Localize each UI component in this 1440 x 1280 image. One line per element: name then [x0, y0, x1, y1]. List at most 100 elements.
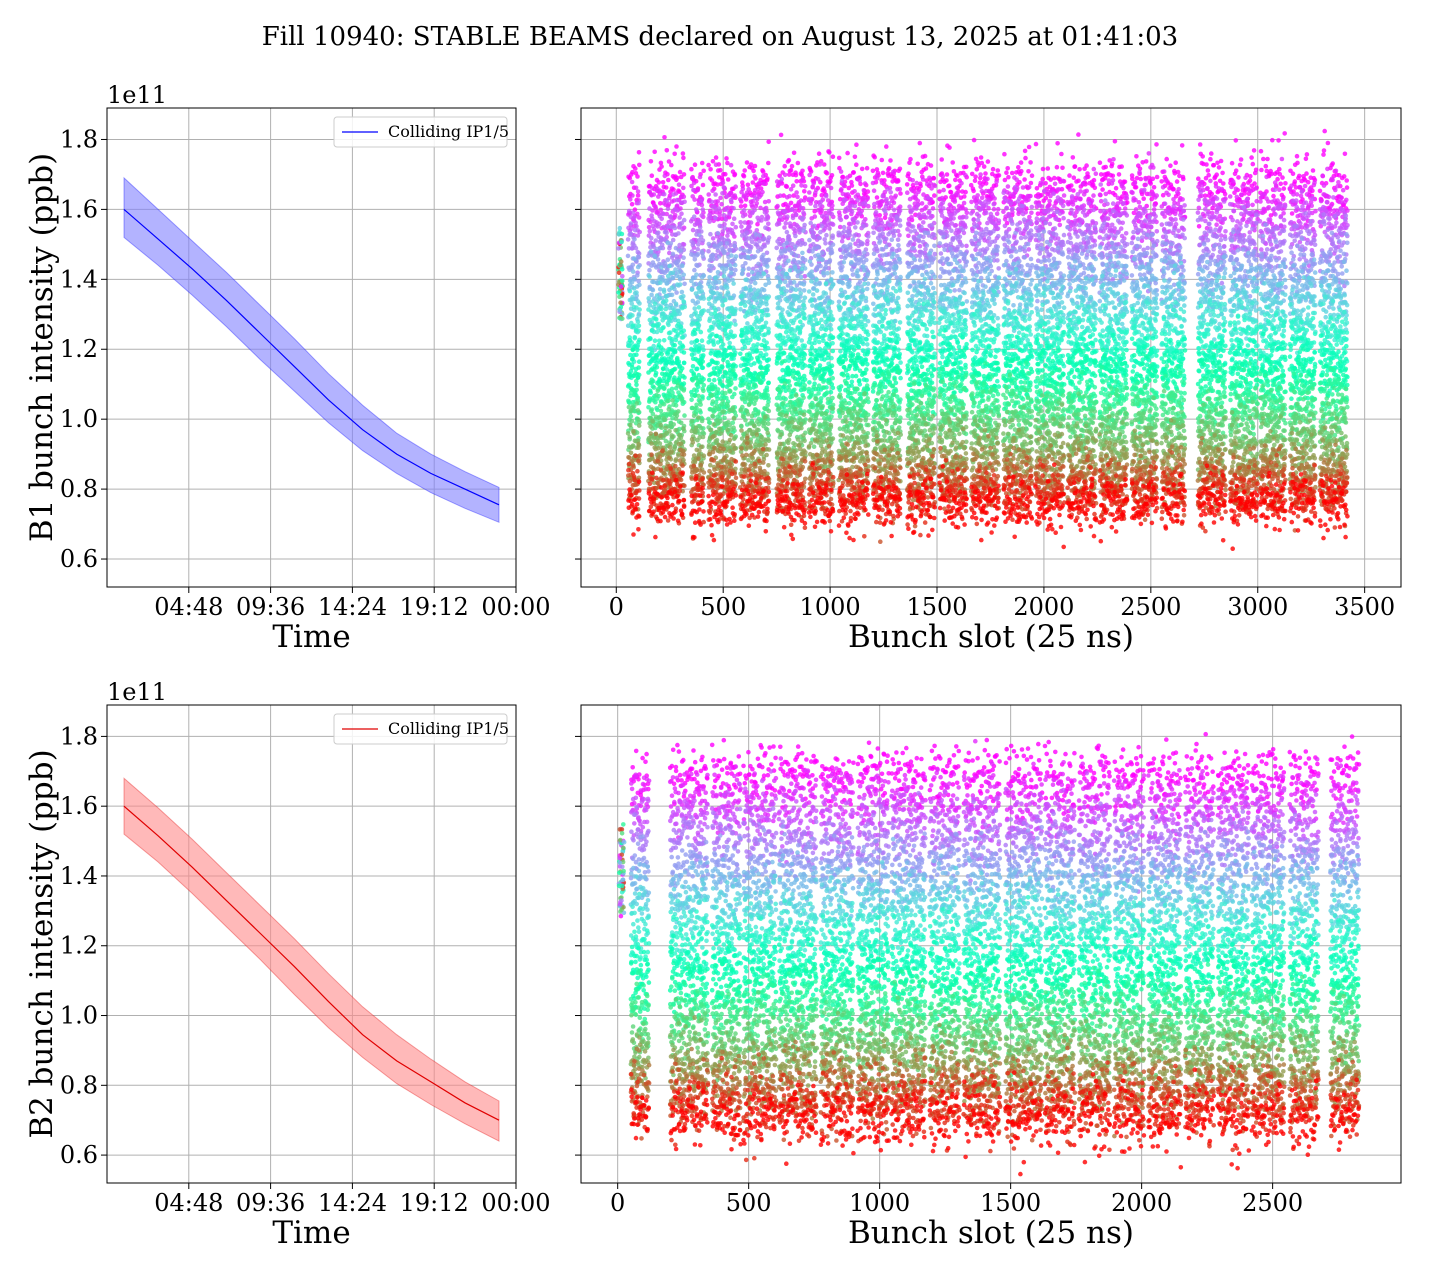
bunch-point [827, 150, 832, 155]
bunch-point [725, 177, 731, 182]
bunch-point [661, 289, 667, 295]
bunch-point [656, 180, 662, 185]
bunch-point [730, 505, 735, 511]
bunch-point [738, 204, 744, 209]
bunch-point [627, 479, 633, 484]
bunch-point [747, 224, 752, 229]
legend: Colliding IP1/5 [333, 116, 509, 148]
bunch-point [790, 419, 795, 425]
bunch-point [792, 518, 797, 523]
bunch-point [681, 497, 687, 503]
bunch-point [752, 163, 758, 169]
bunch-point [821, 371, 827, 377]
bunch-point [701, 388, 706, 394]
bunch-point [694, 272, 699, 278]
legend-frame [333, 116, 508, 148]
bunch-point [697, 408, 703, 413]
bunch-point [675, 493, 680, 499]
bunch-point [816, 334, 822, 340]
bunch-point [652, 301, 658, 307]
bunch-point [673, 509, 678, 514]
bunch-point [661, 366, 666, 372]
bunch-point [732, 446, 737, 452]
bunch-point [785, 214, 790, 219]
bunch-point [763, 225, 768, 230]
bunch-point [718, 508, 723, 514]
bunch-point [632, 256, 637, 261]
bunch-point [824, 170, 830, 176]
bunch-point [741, 462, 746, 468]
bunch-point [748, 220, 754, 225]
bunch-point [743, 261, 748, 266]
bunch-point [650, 418, 655, 424]
bunch-point [815, 438, 820, 443]
bunch-point [739, 293, 744, 299]
bunch-point [701, 453, 707, 459]
bunch-point [781, 286, 786, 291]
bunch-point [726, 314, 732, 320]
bunch-point [626, 461, 632, 467]
bunch-point [630, 296, 636, 302]
bunch-point [799, 266, 805, 272]
bunch-point [781, 524, 787, 530]
bunch-point [680, 226, 685, 232]
bunch-point [678, 484, 683, 490]
bunch-point [766, 329, 771, 335]
bunch-point [681, 217, 687, 223]
bunch-point [629, 301, 634, 306]
bunch-point [691, 282, 697, 287]
bunch-point [653, 373, 658, 378]
bunch-point [636, 339, 641, 345]
bunch-point [830, 270, 835, 275]
bunch-point [618, 300, 623, 306]
bunch-point [731, 362, 736, 368]
bunch-point [668, 466, 673, 471]
bunch-point [635, 211, 640, 217]
bunch-point [780, 508, 786, 514]
bunch-point [718, 338, 724, 344]
bunch-point [706, 192, 711, 197]
bunch-point [738, 220, 743, 225]
bunch-point [778, 346, 784, 351]
bunch-point [824, 438, 829, 443]
bunch-point [710, 492, 716, 498]
bunch-point [666, 322, 671, 328]
bunch-point [678, 441, 684, 447]
bunch-point [727, 437, 733, 443]
bunch-point [728, 388, 733, 394]
bunch-point [755, 355, 760, 361]
bunch-point [701, 509, 706, 514]
bunch-point [765, 430, 770, 436]
bunch-point [721, 273, 727, 279]
bunch-point [823, 411, 829, 417]
bunch-point [693, 476, 699, 481]
bunch-point [787, 456, 792, 461]
bunch-point [617, 307, 623, 313]
bunch-point [635, 174, 640, 179]
bunch-point [628, 413, 634, 419]
bunch-point [691, 463, 697, 469]
bunch-point [628, 422, 633, 428]
bunch-point [653, 431, 659, 437]
bunch-point [659, 495, 664, 500]
bunch-point [679, 366, 685, 371]
bunch-point [789, 163, 795, 169]
bunch-point [764, 307, 770, 312]
bunch-point [795, 381, 800, 387]
bunch-point [786, 446, 792, 451]
bunch-point [632, 276, 637, 282]
bunch-point [754, 348, 760, 353]
bunch-point [739, 423, 744, 429]
bunch-point [781, 350, 787, 356]
bunch-point [657, 221, 662, 227]
bunch-point [637, 488, 642, 493]
bunch-point [699, 289, 704, 294]
bunch-point [718, 431, 724, 436]
bunch-point [786, 258, 791, 264]
bunch-point [710, 413, 715, 419]
bunch-point [709, 532, 715, 538]
bunch-point [713, 155, 719, 160]
bunch-point [634, 290, 639, 295]
bunch-point [661, 506, 667, 512]
scatter-points [616, 128, 1350, 551]
